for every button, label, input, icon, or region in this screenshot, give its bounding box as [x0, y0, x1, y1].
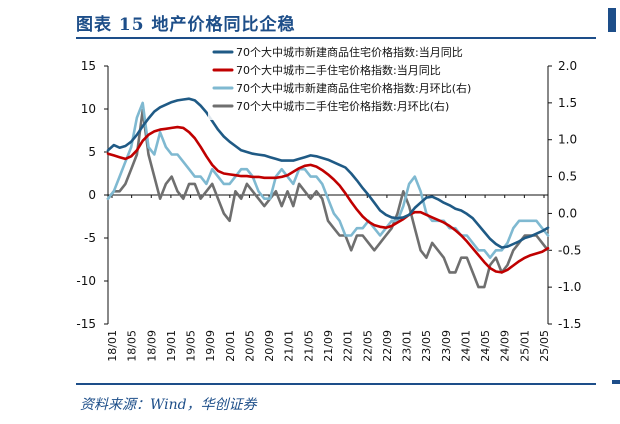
- figure-header: 图表 15 地产价格同比企稳: [76, 8, 596, 36]
- y-tick-label-left: 0: [88, 188, 96, 202]
- series-line-2: [106, 125, 550, 274]
- y-tick-label-right: -0.5: [558, 243, 581, 257]
- y-tick-label-left: -5: [84, 231, 96, 245]
- y-tick-label-right: 0.0: [558, 206, 577, 220]
- x-tick-label: 22/09: [381, 330, 394, 362]
- y-tick-label-left: 15: [81, 59, 96, 73]
- y-tick-label-left: -15: [76, 317, 96, 331]
- x-tick-label: 19/09: [204, 330, 217, 362]
- x-tick-label: 23/01: [401, 330, 414, 362]
- title-rule: [76, 37, 596, 39]
- x-tick-label: 21/09: [322, 330, 335, 362]
- x-tick-label: 19/01: [165, 330, 178, 362]
- legend-label: 70个大中城市二手住宅价格指数:月环比(右): [236, 99, 449, 113]
- legend-label: 70个大中城市二手住宅价格指数:当月同比: [236, 63, 441, 77]
- edge-marker: [608, 8, 616, 32]
- y-tick-label-right: 2.0: [558, 59, 577, 73]
- x-tick-label: 18/01: [106, 330, 119, 362]
- y-tick-label-right: -1.5: [558, 317, 581, 331]
- source-note: 资料来源：Wind，华创证券: [80, 397, 257, 413]
- source-rule: [76, 383, 596, 385]
- x-tick-label: 18/09: [145, 330, 158, 362]
- legend-label: 70个大中城市新建商品住宅价格指数:当月同比: [236, 45, 463, 59]
- x-tick-label: 19/05: [185, 330, 198, 362]
- y-tick-label-right: -1.0: [558, 280, 581, 294]
- x-tick-label: 21/05: [302, 330, 315, 362]
- x-tick-label: 24/09: [499, 330, 512, 362]
- series-line-3: [106, 101, 550, 259]
- edge-marker-bottom: [612, 380, 620, 384]
- x-tick-label: 20/09: [263, 330, 276, 362]
- chart-axes: 15 10 5 0 -5 -10 -15 2.0 1.5 1.0 0.5 0.0 -0.5 -1.0 -1.…: [76, 59, 581, 362]
- y-tick-label-left: 10: [81, 102, 96, 116]
- figure-title: 图表 15 地产价格同比企稳: [76, 15, 296, 35]
- chart-series: [106, 97, 550, 289]
- x-tick-label: 24/01: [459, 330, 472, 362]
- x-tick-label: 23/09: [440, 330, 453, 362]
- x-tick-label: 25/01: [518, 330, 531, 362]
- series-line-1: [106, 97, 550, 249]
- y-tick-label-right: 1.5: [558, 96, 577, 110]
- chart-legend: 70个大中城市新建商品住宅价格指数:当月同比 70个大中城市二手住宅价格指数:当月…: [208, 42, 508, 120]
- y-tick-label-left: -10: [76, 274, 96, 288]
- legend-background: [208, 42, 508, 120]
- x-tick-label: 22/05: [361, 330, 374, 362]
- y-tick-label-right: 0.5: [558, 170, 577, 184]
- x-tick-label: 18/05: [126, 330, 139, 362]
- x-tick-label: 22/01: [342, 330, 355, 362]
- x-tick-label: 23/05: [420, 330, 433, 362]
- series-line-4: [106, 108, 550, 289]
- legend-label: 70个大中城市新建商品住宅价格指数:月环比(右): [236, 81, 471, 95]
- x-tick-label: 25/05: [538, 330, 551, 362]
- x-tick-label: 24/05: [479, 330, 492, 362]
- line-chart: 15 10 5 0 -5 -10 -15 2.0 1.5 1.0 0.5 0.0 -0.5 -1.0 -1.…: [76, 42, 581, 362]
- y-tick-label-left: 5: [88, 145, 96, 159]
- x-tick-label: 21/01: [283, 330, 296, 362]
- y-tick-label-right: 1.0: [558, 133, 577, 147]
- x-tick-label: 20/01: [224, 330, 237, 362]
- x-tick-label: 20/05: [243, 330, 256, 362]
